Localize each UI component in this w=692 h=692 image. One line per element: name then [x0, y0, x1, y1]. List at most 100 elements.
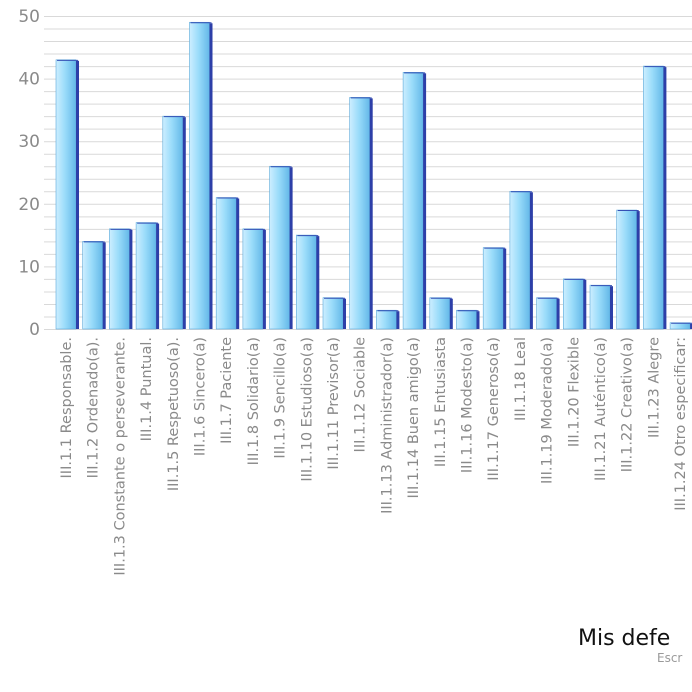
bar-side — [156, 223, 160, 329]
bar-side — [690, 323, 692, 329]
y-tick-label: 10 — [18, 257, 40, 277]
bar — [322, 297, 346, 330]
bar — [562, 278, 587, 330]
x-tick-label: III.1.5 Respetuoso(a). — [166, 337, 182, 491]
bar — [295, 234, 320, 330]
bar — [269, 165, 293, 330]
y-tick-label: 20 — [18, 195, 40, 215]
bar-side — [236, 198, 240, 329]
x-tick-label: III.1.22 Creativo(a) — [620, 337, 636, 472]
x-tick-label: III.1.20 Flexible — [566, 337, 582, 447]
bar-side — [209, 23, 213, 329]
bar-face — [55, 59, 77, 330]
bar-side — [476, 311, 480, 329]
bar — [215, 197, 240, 330]
bar-face — [536, 297, 557, 330]
bar-side — [289, 167, 293, 329]
x-tick-label: III.1.24 Otro especificar: — [673, 337, 689, 511]
bar — [135, 222, 160, 330]
bar — [456, 309, 480, 330]
bar-face — [482, 247, 504, 330]
y-tick-label: 50 — [18, 7, 40, 27]
bar-face — [616, 209, 638, 330]
bar-face — [189, 21, 210, 330]
x-axis: III.1.1 Responsable. III.1.2 Ordenado(a).… — [59, 337, 689, 576]
bar-face — [643, 65, 664, 330]
x-tick-label: III.1.16 Modesto(a) — [460, 337, 476, 473]
bar — [669, 322, 692, 330]
x-tick-label: III.1.2 Ordenado(a). — [86, 337, 102, 478]
x-tick-label: III.1.6 Sincero(a) — [193, 337, 209, 456]
bar — [402, 72, 427, 330]
bar-face — [456, 309, 477, 330]
bar-face — [162, 115, 184, 330]
bar-face — [322, 297, 344, 330]
y-tick-label: 30 — [18, 132, 40, 152]
x-tick-label: III.1.8 Solidario(a) — [246, 337, 262, 465]
x-tick-label: III.1.19 Moderado(a) — [540, 337, 556, 484]
x-tick-label: III.1.21 Auténtico(a) — [593, 337, 609, 481]
bar-side — [423, 73, 427, 329]
x-tick-label: III.1.15 Entusiasta — [433, 337, 449, 467]
x-tick-label: III.1.23 Alegre — [646, 337, 662, 438]
bar — [643, 65, 667, 330]
bar-face — [295, 234, 317, 330]
x-tick-label: III.1.7 Paciente — [219, 337, 235, 444]
bar-side — [396, 311, 400, 329]
bar-side — [583, 279, 587, 329]
bar-face — [429, 297, 451, 330]
bar — [242, 228, 266, 330]
x-tick-label: III.1.18 Leal — [513, 337, 529, 421]
bar-face — [82, 241, 103, 330]
bar-face — [589, 284, 611, 330]
y-tick-label: 40 — [18, 70, 40, 90]
bars — [55, 21, 692, 330]
bar — [589, 284, 613, 330]
bar — [109, 228, 133, 330]
bar-side — [316, 236, 320, 329]
x-tick-label: III.1.13 Administrador(a) — [379, 337, 395, 514]
bar-side — [636, 211, 640, 329]
bar — [509, 190, 533, 330]
bar-side — [369, 98, 373, 329]
bar — [376, 309, 400, 330]
bar — [349, 97, 373, 330]
bar-face — [215, 197, 237, 330]
x-tick-label: III.1.1 Responsable. — [59, 337, 75, 478]
x-tick-label: III.1.10 Estudioso(a) — [299, 337, 315, 482]
bar-face — [109, 228, 130, 330]
bar-face — [349, 97, 371, 330]
bar-side — [262, 229, 266, 329]
bar-face — [242, 228, 264, 330]
bar — [55, 59, 79, 330]
bar-face — [509, 190, 531, 330]
bar — [482, 247, 507, 330]
bar-side — [182, 117, 186, 329]
bar-face — [135, 222, 157, 330]
x-tick-label: III.1.11 Previsor(a) — [326, 337, 342, 470]
bar-face — [376, 309, 397, 330]
x-tick-label: III.1.12 Sociable — [353, 337, 369, 453]
bar — [616, 209, 640, 330]
x-tick-label: III.1.17 Generoso(a) — [486, 337, 502, 481]
x-tick-label: III.1.9 Sencillo(a) — [273, 337, 289, 459]
bar-face — [269, 165, 290, 330]
chart-title: Mis defe — [578, 626, 670, 651]
bar-face — [402, 72, 424, 330]
bar-side — [449, 298, 453, 329]
bar-side — [663, 67, 667, 329]
bar — [429, 297, 453, 330]
bar-side — [610, 286, 613, 329]
bar-side — [556, 298, 560, 329]
x-tick-label: III.1.3 Constante o perseverante. — [112, 337, 128, 576]
bar-side — [76, 60, 79, 329]
bar — [82, 241, 106, 330]
bar-side — [529, 192, 533, 329]
bar — [536, 297, 560, 330]
y-tick-label: 0 — [29, 320, 40, 340]
bar — [162, 115, 186, 330]
bar-side — [343, 298, 346, 329]
bar-side — [129, 229, 133, 329]
bar-side — [503, 248, 507, 329]
